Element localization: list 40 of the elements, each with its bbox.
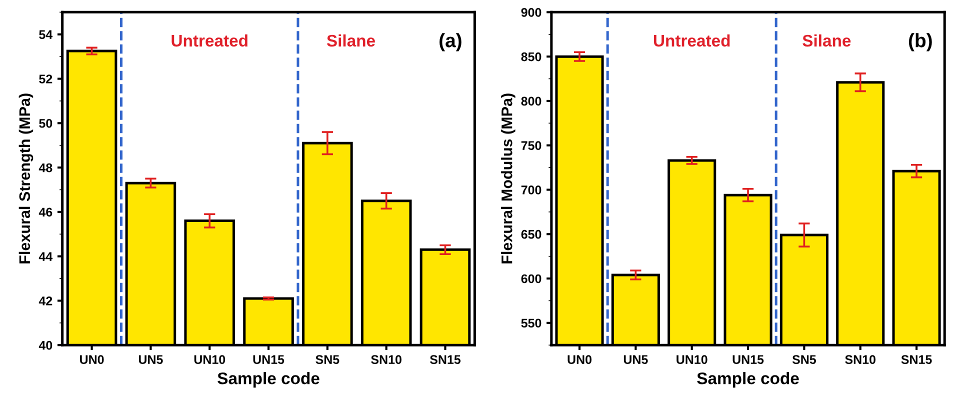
annotation: Silane: [802, 34, 851, 47]
x-tick-label: UN5: [138, 355, 163, 364]
y-tick-label: 54: [39, 30, 53, 40]
annotation: (a): [440, 33, 462, 52]
x-tick-label: UN15: [253, 355, 284, 364]
y-tick-label: 48: [38, 163, 52, 172]
y-tick-label: 850: [521, 52, 542, 62]
annotation: Silane: [326, 34, 375, 47]
y-tick-label: 900: [521, 8, 542, 17]
y-tick-label: 600: [521, 274, 542, 284]
y-tick-label: 700: [521, 186, 542, 194]
y-tick-label: 650: [521, 230, 542, 239]
x-axis-title: Sample code: [218, 372, 320, 388]
x-tick-label: SN5: [316, 355, 340, 364]
y-tick-label: 40: [38, 340, 52, 350]
x-tick-label: SN15: [430, 355, 461, 364]
x-tick-label: SN10: [845, 355, 876, 364]
annotation: Untreated: [654, 34, 730, 47]
y-tick-label: 550: [521, 318, 542, 328]
y-tick-label: 42: [38, 296, 52, 306]
x-tick-label: UN5: [624, 355, 648, 364]
x-axis-title: Sample code: [697, 372, 799, 388]
x-tick-label: UN0: [568, 355, 592, 364]
y-axis-title: Flexural Strength (MPa): [18, 94, 34, 264]
y-tick-label: 44: [38, 252, 53, 261]
x-tick-label: SN5: [792, 355, 816, 364]
annotation: Untreated: [172, 34, 248, 47]
y-tick-label: 800: [521, 96, 542, 106]
x-tick-label: UN15: [732, 355, 764, 364]
y-axis-title: Flexural Modulus (MPa): [501, 94, 516, 264]
x-tick-label: SN10: [371, 355, 402, 364]
x-tick-label: UN0: [80, 355, 104, 364]
y-tick-label: 750: [521, 141, 542, 150]
y-tick-label: 52: [39, 74, 52, 84]
y-tick-label: 50: [39, 118, 52, 128]
annotation: (b): [908, 33, 932, 52]
x-tick-label: UN10: [194, 355, 226, 364]
y-tick-label: 46: [38, 208, 52, 217]
x-tick-label: UN10: [676, 355, 708, 364]
x-tick-label: SN15: [901, 355, 932, 364]
